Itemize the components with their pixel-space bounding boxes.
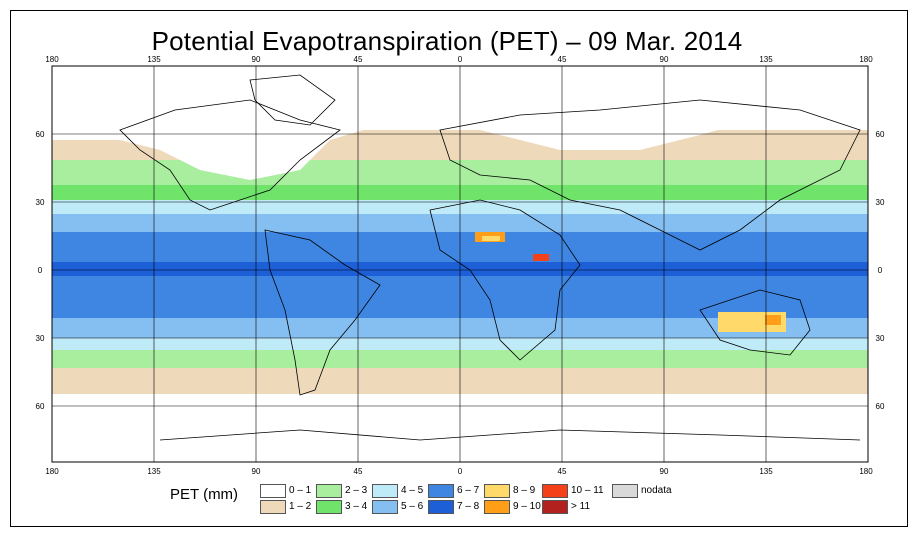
lat-tick-right: 60 — [876, 130, 885, 139]
legend-swatch — [260, 500, 286, 514]
legend-swatch — [542, 484, 568, 498]
legend-swatch — [428, 484, 454, 498]
legend-label: 3 – 4 — [345, 501, 368, 512]
australia-outline — [699, 289, 811, 356]
lon-tick-top: 135 — [759, 55, 773, 64]
legend-swatch — [484, 500, 510, 514]
lon-tick-bottom: 135 — [147, 467, 161, 476]
legend-swatch — [542, 500, 568, 514]
hotspot-east-africa — [533, 254, 549, 261]
legend-swatch — [372, 484, 398, 498]
antarctica-outline — [159, 429, 861, 441]
legend-label: 0 – 1 — [289, 485, 312, 496]
lon-tick-bottom: 180 — [859, 467, 873, 476]
lat-tick-left: 60 — [36, 402, 45, 411]
legend-swatch — [316, 484, 342, 498]
lat-tick-left: 30 — [36, 198, 45, 207]
lat-tick-right: 30 — [876, 334, 885, 343]
lat-tick-right: 30 — [876, 198, 885, 207]
lon-tick-top: 45 — [558, 55, 567, 64]
lon-tick-bottom: 135 — [759, 467, 773, 476]
lon-tick-bottom: 45 — [558, 467, 567, 476]
legend-label: 9 – 10 — [513, 501, 541, 512]
legend-swatch — [316, 500, 342, 514]
legend-swatch — [372, 500, 398, 514]
lon-tick-top: 90 — [252, 55, 261, 64]
legend-label: 4 – 5 — [401, 485, 424, 496]
south-america-outline — [264, 229, 381, 396]
eurasia-outline — [439, 99, 861, 251]
legend-swatch — [260, 484, 286, 498]
map-title: Potential Evapotranspiration (PET) – 09 … — [151, 26, 743, 56]
lat-tick-left: 0 — [38, 266, 43, 275]
lon-tick-bottom: 90 — [252, 467, 261, 476]
lon-tick-top: 180 — [859, 55, 873, 64]
legend-title: PET (mm) — [170, 486, 239, 503]
lon-tick-bottom: 90 — [660, 467, 669, 476]
lat-tick-right: 0 — [878, 266, 883, 275]
legend-swatch — [428, 500, 454, 514]
north-america-outline — [119, 99, 341, 211]
map-border — [51, 65, 869, 463]
legend-swatch — [484, 484, 510, 498]
lon-tick-top: 0 — [458, 55, 463, 64]
legend-label: 8 – 9 — [513, 485, 536, 496]
hotspot-sahel-core — [482, 236, 500, 241]
legend-label: 5 – 6 — [401, 501, 424, 512]
legend-label: > 11 — [571, 501, 590, 512]
lat-tick-left: 60 — [36, 130, 45, 139]
lon-tick-bottom: 0 — [458, 467, 463, 476]
lon-tick-top: 180 — [45, 55, 59, 64]
legend-label: 6 – 7 — [457, 485, 480, 496]
greenland-outline — [249, 74, 336, 126]
lat-tick-right: 60 — [876, 402, 885, 411]
lon-tick-bottom: 45 — [354, 467, 363, 476]
hotspot-australia-core — [765, 315, 781, 325]
legend-label: nodata — [641, 485, 672, 496]
legend-label: 2 – 3 — [345, 485, 368, 496]
lon-tick-top: 45 — [354, 55, 363, 64]
lon-tick-top: 90 — [660, 55, 669, 64]
legend-swatch — [612, 484, 638, 498]
lat-tick-left: 30 — [36, 334, 45, 343]
lon-tick-top: 135 — [147, 55, 161, 64]
legend-label: 7 – 8 — [457, 501, 480, 512]
legend-label: 10 – 11 — [571, 485, 604, 496]
lon-tick-bottom: 180 — [45, 467, 59, 476]
legend-label: 1 – 2 — [289, 501, 312, 512]
figure-frame — [10, 10, 908, 527]
